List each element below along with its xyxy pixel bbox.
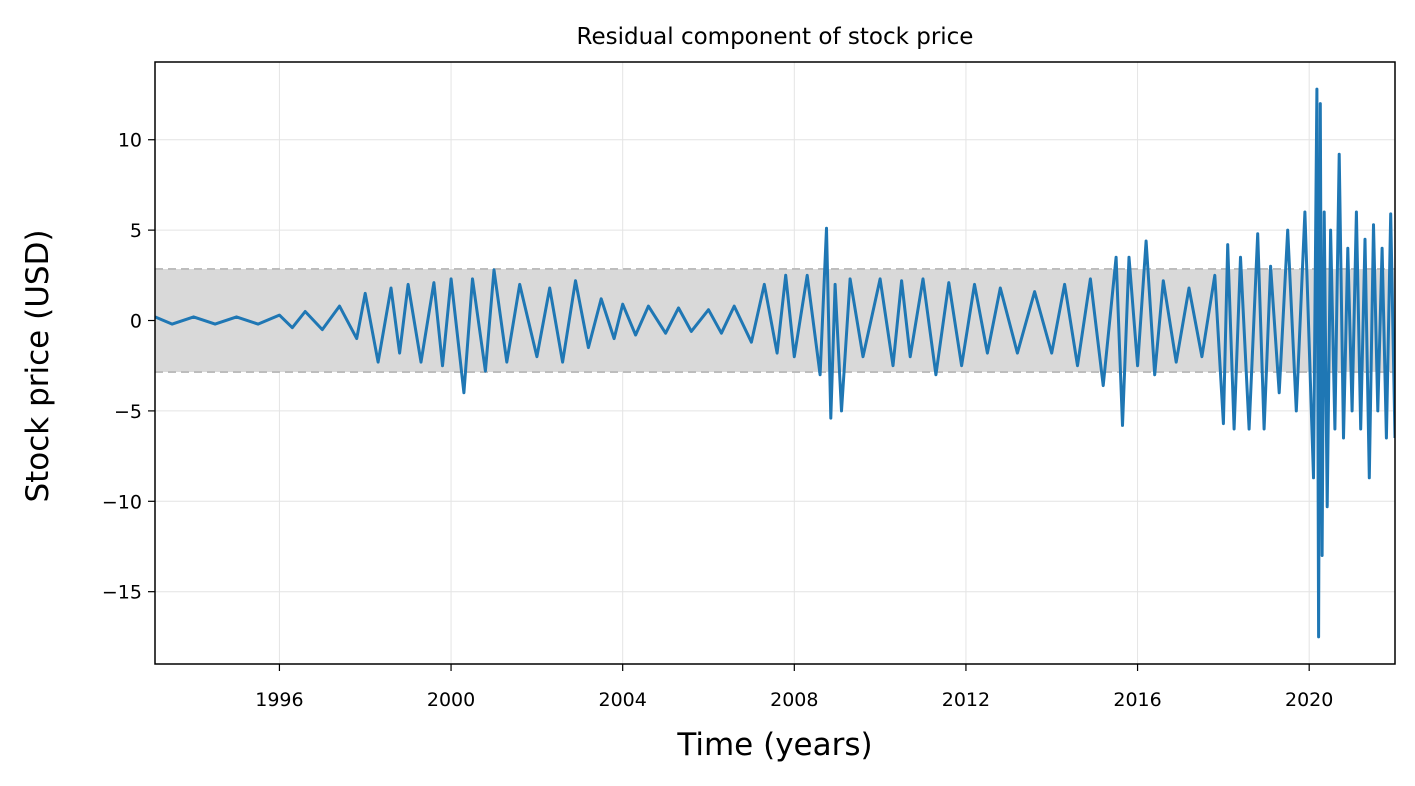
x-tick-label: 2008 [770,689,818,711]
x-tick-label: 1996 [255,689,303,711]
y-tick-label: −5 [114,401,142,423]
band-fill [155,268,1395,373]
y-axis-label: Stock price (USD) [20,229,56,502]
x-tick-label: 2000 [427,689,475,711]
x-tick-label: 2004 [599,689,647,711]
y-tick-label: 10 [118,130,142,152]
y-tick-label: 5 [130,220,142,242]
x-axis-ticks: 1996 2000 2004 2008 2012 2016 2020 [255,664,1333,711]
x-tick-label: 2016 [1113,689,1161,711]
y-axis-ticks: 10 5 0 −5 −10 −15 [102,130,155,604]
x-tick-label: 2020 [1285,689,1333,711]
x-axis-label: Time (years) [676,727,872,763]
y-tick-label: −10 [102,491,142,513]
y-tick-label: 0 [130,311,142,333]
series-group [155,87,1395,639]
series-line [155,87,1395,639]
chart-title: Residual component of stock price [577,24,974,50]
x-tick-label: 2012 [942,689,990,711]
confidence-band [155,267,1395,374]
plot-frame [154,61,1396,665]
y-tick-label: −15 [102,582,142,604]
